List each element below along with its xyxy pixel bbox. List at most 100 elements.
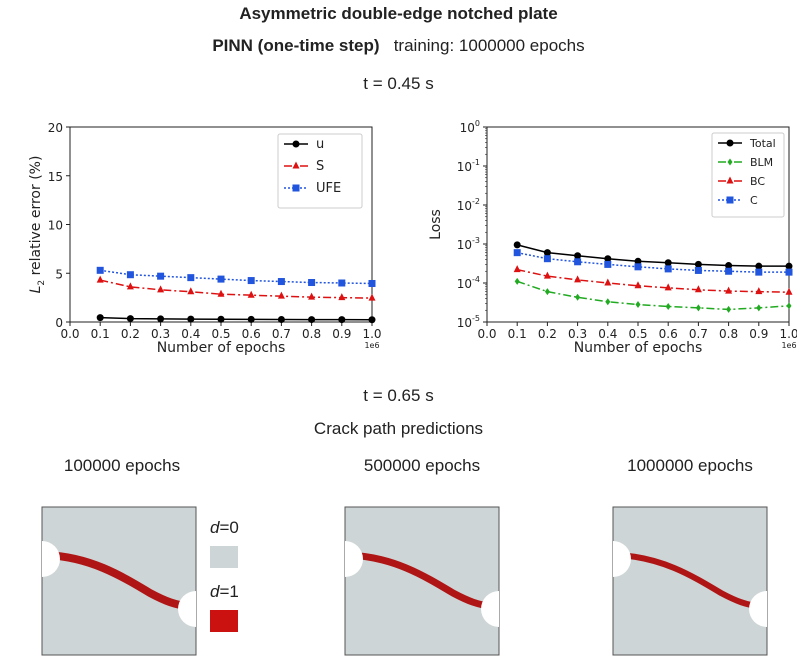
data-point (755, 287, 763, 295)
series-c (513, 249, 793, 276)
y-label-rest: relative error (%) (28, 156, 44, 280)
data-point (277, 291, 285, 299)
legend-d1-value: =1 (219, 582, 239, 601)
data-point (694, 285, 702, 293)
legend-label: u (316, 137, 324, 152)
crack-panel-3 (612, 506, 768, 656)
subtitle-method: PINN (one-time step) (212, 36, 380, 55)
x-tick-label: 0.0 (477, 327, 496, 341)
legend-label: Total (749, 137, 776, 150)
time-label-2: t = 0.65 s (363, 386, 434, 405)
series-line (516, 280, 790, 311)
legend-marker (726, 176, 734, 184)
plate (41, 506, 197, 656)
x-tick-label: 0.8 (719, 327, 738, 341)
crack-panel-1 (41, 506, 197, 656)
legend-d0-symbol: d (210, 518, 220, 537)
y-tick-label: 5 (55, 267, 63, 281)
data-point (217, 289, 225, 297)
crack-panel-label-1: 100000 epochs (63, 456, 181, 475)
crack-path (348, 551, 496, 611)
series-total (513, 241, 793, 270)
legend-d1-symbol: d (210, 582, 220, 601)
plate (612, 506, 768, 656)
y-tick-exponent: -1 (472, 158, 480, 167)
data-point (308, 316, 316, 324)
right-notch (481, 591, 499, 627)
data-point (665, 302, 671, 310)
x-tick-label: 0.6 (659, 327, 678, 341)
y-tick-label: 10 (48, 219, 63, 233)
x-multiplier: 1e6 (364, 341, 379, 350)
data-point (604, 260, 612, 268)
x-tick-label: 0.2 (121, 327, 140, 341)
right-notch (749, 591, 767, 627)
y-tick-exponent: -4 (472, 275, 480, 284)
legend-marker (292, 140, 300, 148)
legend-d1-swatch (210, 610, 238, 632)
data-point (755, 262, 763, 270)
legend-marker (292, 161, 300, 169)
y-axis-label: Loss (428, 209, 444, 240)
data-point (126, 282, 134, 290)
data-point (277, 315, 285, 323)
x-tick-label: 0.9 (749, 327, 768, 341)
data-point (513, 249, 521, 257)
legend-d0-label: d=0 (210, 518, 239, 538)
crack-path (616, 552, 764, 610)
data-point (513, 241, 521, 249)
data-point (756, 304, 762, 312)
legend-label: S (316, 159, 324, 174)
series-line (517, 268, 790, 293)
data-point (785, 262, 793, 270)
x-tick-label: 0.4 (181, 327, 200, 341)
time-label-1: t = 0.45 s (363, 74, 434, 93)
data-point (634, 257, 642, 265)
legend-label: BC (750, 175, 765, 188)
data-point (574, 252, 582, 260)
data-point (308, 279, 316, 287)
data-point (96, 314, 104, 322)
y-tick-base: 10 (457, 277, 472, 291)
data-point (574, 275, 582, 283)
x-tick-label: 0.4 (598, 327, 617, 341)
data-point (575, 293, 581, 301)
crack-path (45, 551, 193, 611)
series-line (100, 269, 373, 285)
y-tick-label: 10-5 (457, 314, 480, 330)
data-point (157, 315, 165, 323)
legend-marker (726, 196, 734, 204)
data-point (605, 298, 611, 306)
y-tick-label: 10-3 (457, 236, 480, 252)
data-point (604, 255, 612, 263)
x-tick-label: 0.9 (332, 327, 351, 341)
x-tick-label: 0.1 (508, 327, 527, 341)
data-point (368, 293, 376, 301)
y-label-sub: 2 (37, 280, 47, 286)
y-tick-base: 10 (457, 238, 472, 252)
data-point (635, 301, 641, 309)
crack-panel-label-2: 500000 epochs (363, 456, 481, 475)
x-tick-label: 0.6 (242, 327, 261, 341)
data-point (543, 271, 551, 279)
data-point (338, 293, 346, 301)
data-point (785, 268, 793, 276)
crack-panel-label-3: 1000000 epochs (627, 456, 753, 475)
y-tick-base: 10 (460, 121, 475, 135)
data-point (634, 263, 642, 271)
data-point (277, 278, 285, 286)
series-blm (514, 277, 792, 313)
data-point (543, 249, 551, 257)
y-tick-label: 10-2 (457, 197, 480, 213)
data-point (217, 315, 225, 323)
data-point (247, 277, 255, 285)
data-point (187, 315, 195, 323)
data-point (694, 266, 702, 274)
data-point (217, 275, 225, 283)
y-tick-label: 20 (48, 121, 63, 135)
data-point (247, 290, 255, 298)
x-tick-label: 0.3 (568, 327, 587, 341)
right-notch (178, 591, 196, 627)
y-tick-exponent: -5 (472, 314, 480, 323)
